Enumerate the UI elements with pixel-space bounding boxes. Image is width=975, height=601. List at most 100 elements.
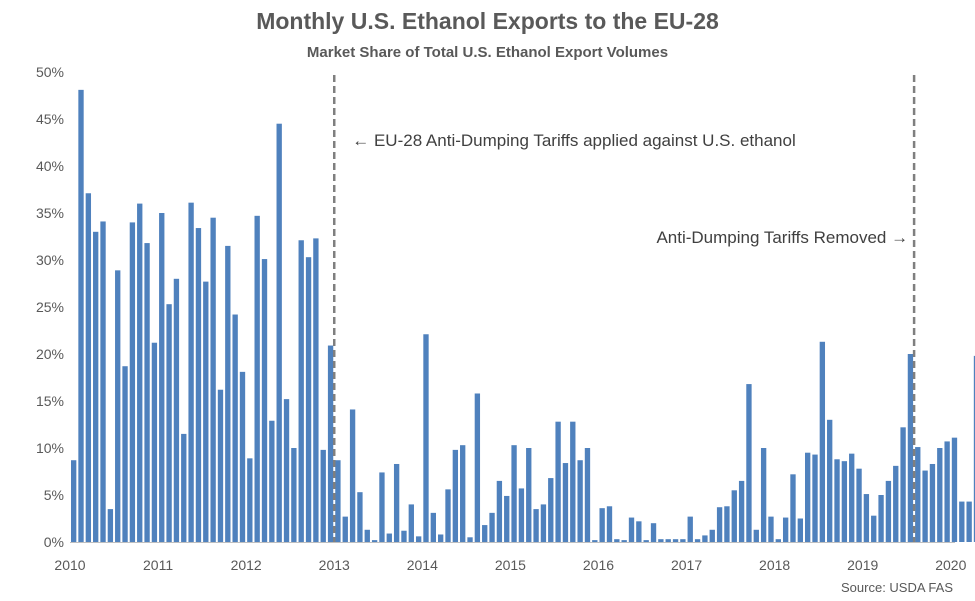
bar xyxy=(100,221,106,542)
bar xyxy=(650,523,657,542)
bar xyxy=(357,492,363,542)
x-tick-label: 2015 xyxy=(495,557,526,573)
bar xyxy=(173,278,180,542)
bar xyxy=(885,480,892,542)
bar xyxy=(533,509,539,542)
bar xyxy=(247,458,253,542)
bar xyxy=(827,419,833,542)
bar xyxy=(379,472,385,542)
bar xyxy=(694,539,701,542)
bar xyxy=(628,517,635,542)
bar xyxy=(78,89,84,543)
bar xyxy=(107,509,114,542)
bar xyxy=(973,355,975,542)
bar xyxy=(716,507,723,542)
bar xyxy=(592,540,598,542)
bar xyxy=(768,516,774,542)
bar xyxy=(129,222,136,542)
y-tick-label: 25% xyxy=(36,299,64,315)
bar xyxy=(210,217,216,542)
bar xyxy=(144,243,150,542)
bar xyxy=(702,535,708,542)
y-tick-label: 10% xyxy=(36,440,64,456)
bars xyxy=(71,89,975,543)
y-tick-label: 45% xyxy=(36,111,64,127)
bar xyxy=(151,342,158,542)
bar xyxy=(856,468,862,542)
bar xyxy=(430,512,436,542)
x-tick-label: 2010 xyxy=(54,557,85,573)
bar xyxy=(746,384,752,542)
y-tick-label: 0% xyxy=(44,534,64,550)
bar xyxy=(115,270,121,542)
bar xyxy=(871,515,877,542)
bar xyxy=(511,445,517,542)
bar xyxy=(188,202,194,542)
bar xyxy=(159,213,165,542)
x-tick-label: 2020 xyxy=(935,557,966,573)
y-tick-label: 15% xyxy=(36,393,64,409)
y-tick-label: 20% xyxy=(36,346,64,362)
bar xyxy=(342,516,348,542)
bar xyxy=(232,314,238,542)
marker-annotation: ← EU-28 Anti-Dumping Tariffs applied aga… xyxy=(352,131,796,150)
bar xyxy=(283,399,290,542)
bar xyxy=(540,504,547,542)
bar xyxy=(526,448,532,542)
bar xyxy=(687,516,693,542)
bar xyxy=(166,304,172,542)
y-tick-label: 5% xyxy=(44,487,64,503)
bar xyxy=(349,409,356,542)
bar xyxy=(937,448,943,542)
bar xyxy=(489,512,495,542)
y-tick-label: 40% xyxy=(36,158,64,174)
bar xyxy=(951,437,958,542)
bar xyxy=(401,530,407,542)
bar xyxy=(584,448,591,542)
chart-title: Monthly U.S. Ethanol Exports to the EU-2… xyxy=(256,8,719,34)
bar xyxy=(474,393,481,542)
bar xyxy=(812,454,818,542)
bar xyxy=(452,449,459,542)
bar xyxy=(320,449,326,542)
bar xyxy=(217,389,224,542)
chart-subtitle: Market Share of Total U.S. Ethanol Expor… xyxy=(306,44,669,61)
bar xyxy=(181,433,187,542)
x-tick-label: 2019 xyxy=(847,557,878,573)
bar xyxy=(225,245,231,542)
bar xyxy=(621,540,627,542)
y-tick-label: 30% xyxy=(36,252,64,268)
bar xyxy=(753,529,759,542)
bar xyxy=(562,463,569,542)
bar xyxy=(415,536,422,542)
bar xyxy=(482,525,488,542)
bar xyxy=(555,421,561,542)
bar xyxy=(71,460,77,542)
bar xyxy=(672,539,679,542)
bar xyxy=(724,506,730,542)
bar xyxy=(195,228,202,543)
bar xyxy=(269,420,275,542)
bar xyxy=(504,495,510,542)
bar xyxy=(658,539,664,542)
bar xyxy=(606,506,613,542)
bar xyxy=(423,334,429,542)
x-tick-label: 2018 xyxy=(759,557,790,573)
source-note: Source: USDA FAS xyxy=(841,580,953,595)
bar xyxy=(313,238,319,542)
bar xyxy=(636,521,642,542)
tariff-markers: ← EU-28 Anti-Dumping Tariffs applied aga… xyxy=(332,75,916,542)
bar xyxy=(570,421,576,542)
bar xyxy=(327,345,334,542)
bar xyxy=(460,445,466,542)
bar xyxy=(291,448,297,542)
bar xyxy=(900,427,906,542)
bar xyxy=(261,259,268,542)
bar xyxy=(841,461,848,542)
x-tick-label: 2011 xyxy=(143,557,173,573)
y-tick-label: 50% xyxy=(36,64,64,80)
bar xyxy=(371,540,378,542)
bar xyxy=(643,540,649,542)
x-tick-label: 2017 xyxy=(671,557,702,573)
